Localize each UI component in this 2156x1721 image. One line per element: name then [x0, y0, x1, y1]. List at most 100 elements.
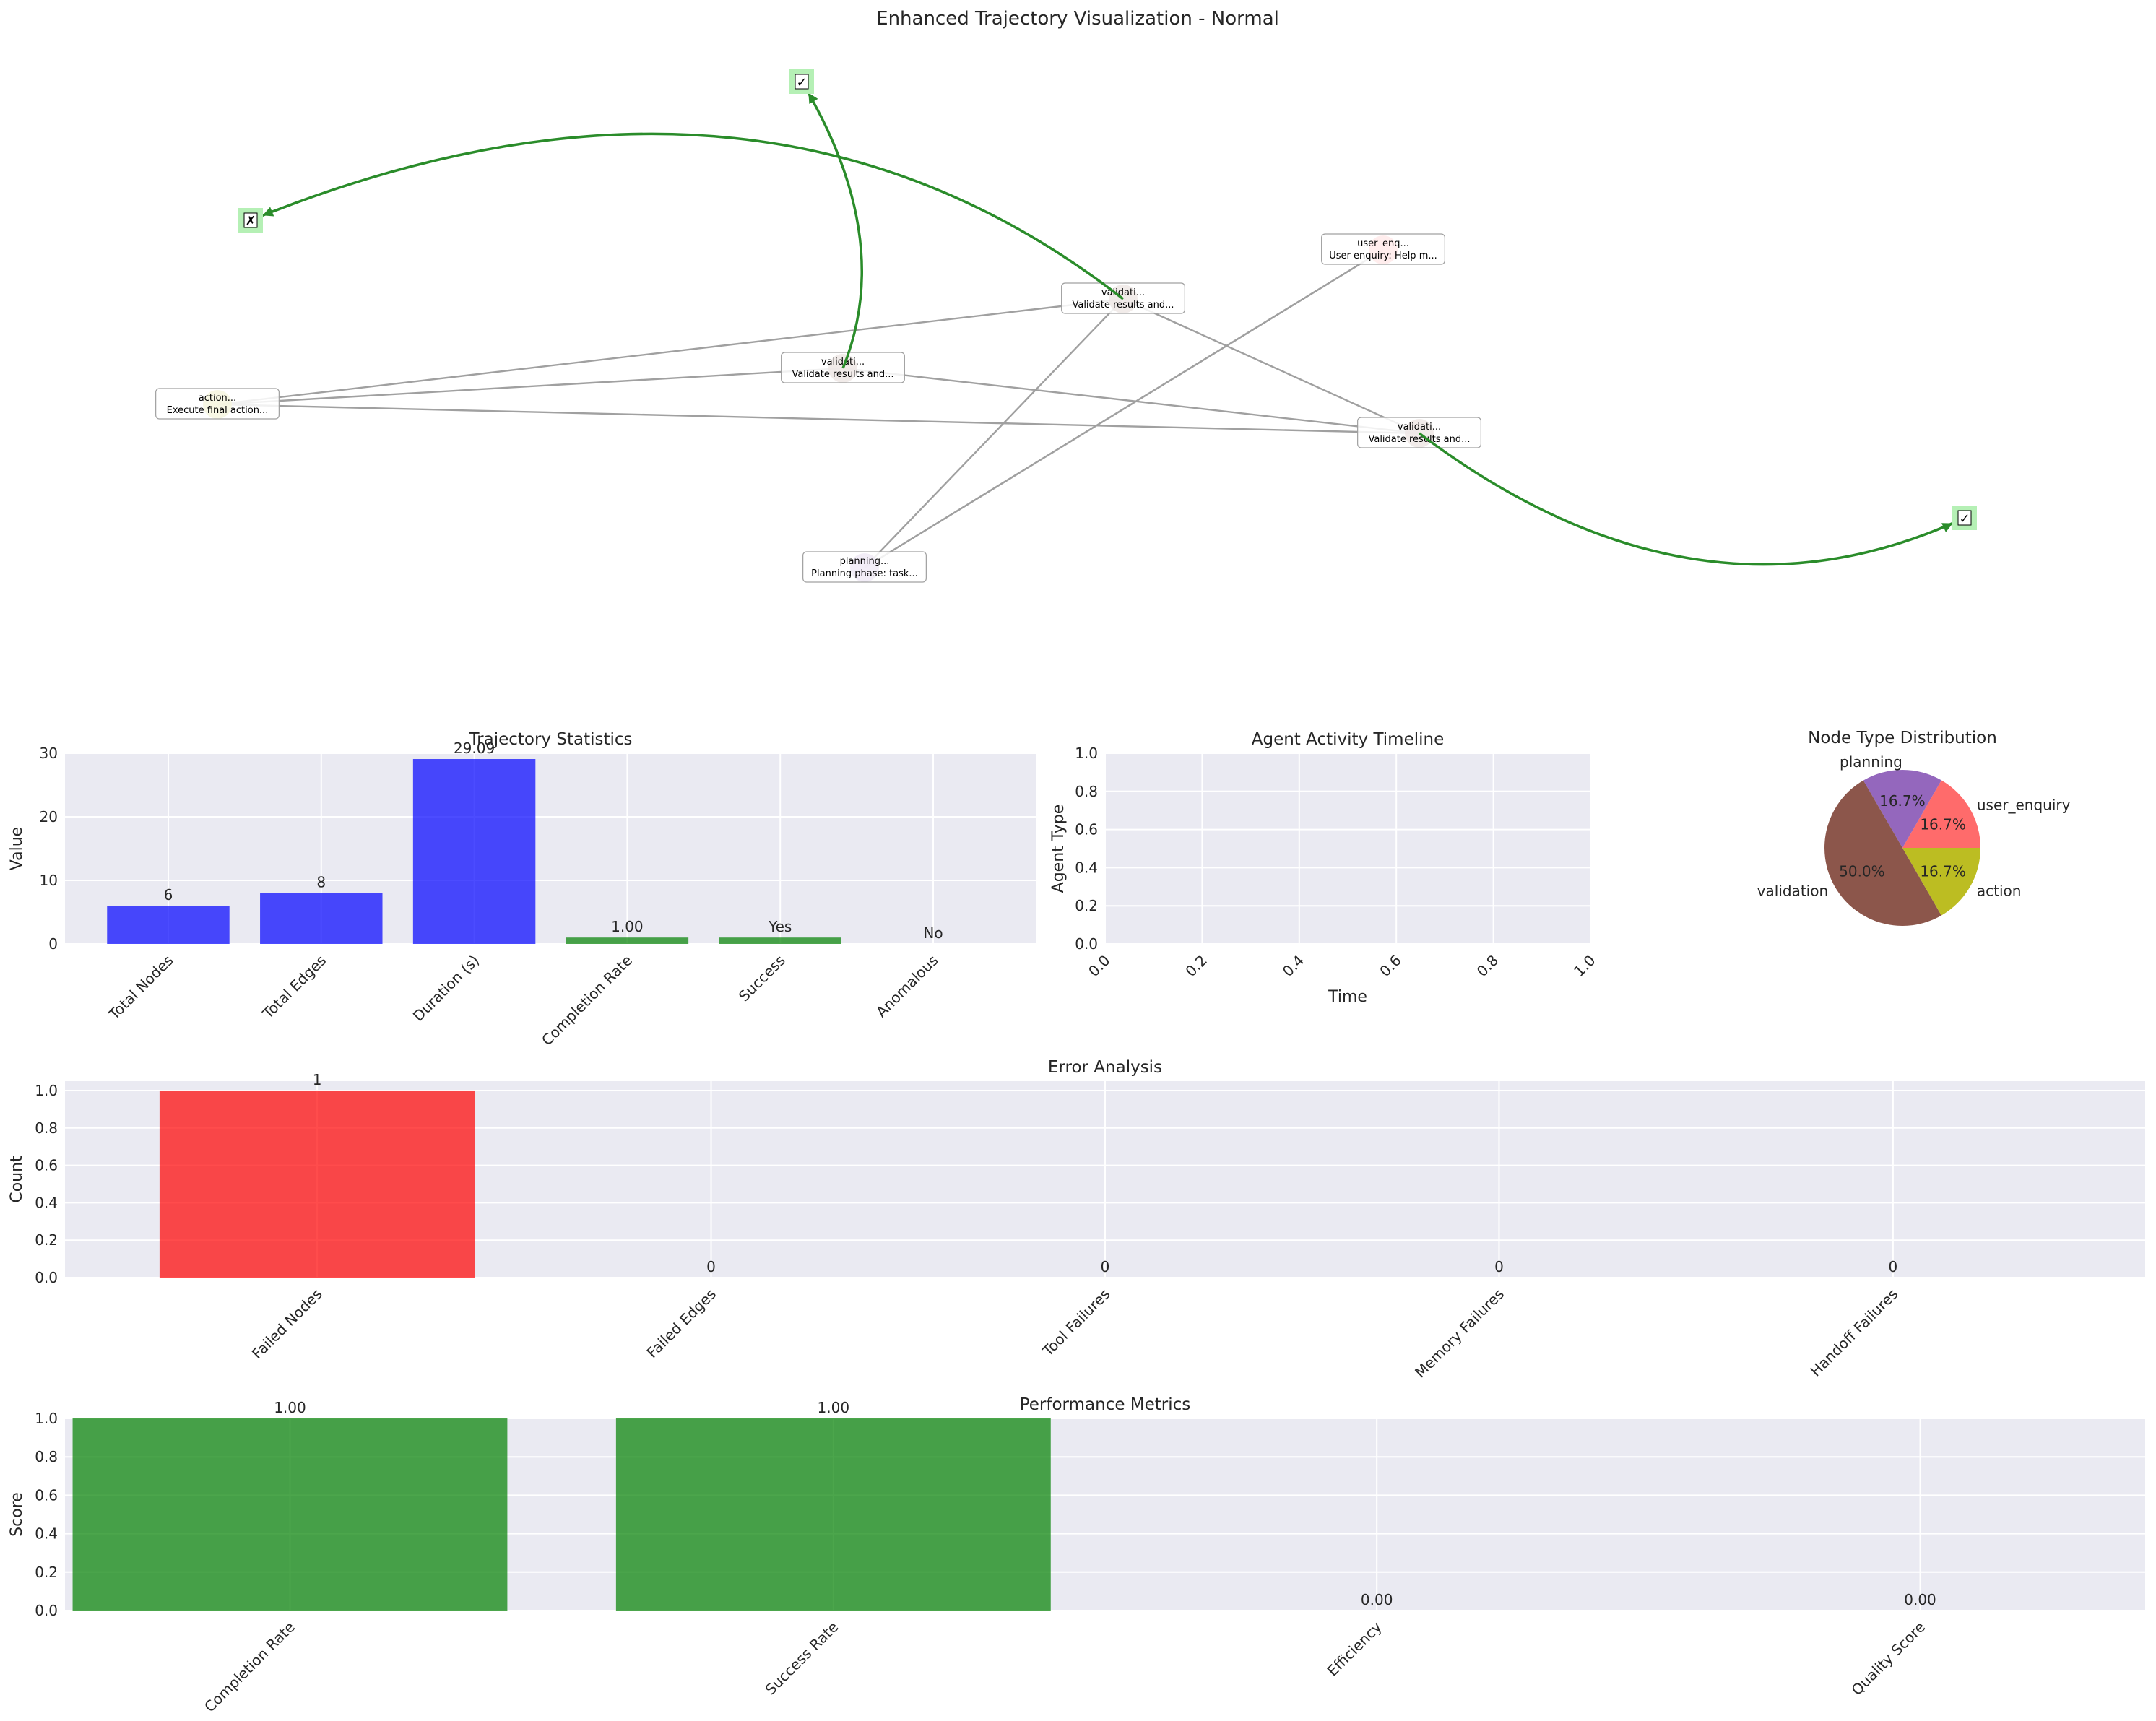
pie-slice-label: validation	[1757, 882, 1828, 899]
outcome-edges: ✓ ✗ ✓	[238, 69, 1977, 566]
pie-slice-label: action	[1977, 882, 2022, 899]
bar-value-label: 1.00	[611, 918, 644, 935]
node-label-box	[155, 388, 280, 420]
outcome-arrowhead	[262, 207, 274, 217]
y-tick-label: 0.0	[35, 1602, 58, 1619]
x-tick-label: Total Nodes	[105, 952, 176, 1023]
pie-slice-label: user_enquiry	[1977, 797, 2071, 814]
y-tick-label: 1.0	[35, 1082, 58, 1099]
x-tick-label: 0.6	[1376, 952, 1404, 980]
outcome-marker-inner	[243, 212, 258, 228]
chart-title: Node Type Distribution	[1808, 729, 1997, 747]
y-axis-label: Score	[8, 1492, 26, 1537]
graph-edge	[217, 403, 1420, 435]
pie-slice-planning	[1863, 770, 1941, 848]
plot-area	[1105, 753, 1590, 944]
y-tick-label: 0.8	[1075, 783, 1098, 800]
y-tick-label: 0.6	[1075, 821, 1098, 838]
pie-slice-validation	[1824, 780, 1941, 926]
pie-pct-label: 16.7%	[1920, 816, 1966, 833]
y-tick-label: 20	[40, 808, 58, 825]
outcome-edge	[1418, 432, 1965, 566]
bar-value-label: 29.09	[454, 740, 495, 757]
chart-error-analysis: 0.0 0.2 0.4 0.6 0.8 1.0 1 Failed Nodes 0 Failed E…	[8, 1058, 2145, 1381]
chart-trajectory-statistics: 0 10 20 30 6 Total Nodes 8 Total Edges 29.09 Dura…	[8, 730, 1036, 1049]
pie-pct-label: 16.7%	[1879, 792, 1926, 810]
x-tick-label: 0.0	[1085, 952, 1113, 980]
pie-slice-action	[1902, 848, 1980, 916]
pie-slice-user-enquiry	[1902, 780, 1980, 848]
bar-duration-s-	[412, 759, 536, 944]
node-label-title: validati...	[821, 357, 865, 368]
bar-value-label: 0	[1101, 1258, 1110, 1275]
bar-value-label: No	[923, 924, 943, 942]
y-tick-label: 0.2	[35, 1231, 58, 1249]
pie-pct-label: 50.0%	[1839, 862, 1885, 880]
node-label-title: user_enq...	[1357, 238, 1409, 249]
x-tick-label: 0.2	[1182, 952, 1210, 980]
y-tick-label: 0.6	[35, 1157, 58, 1174]
chart-title: Error Analysis	[1048, 1058, 1162, 1077]
chart-node-type-distribution: Node Type Distribution 16.7% user_enquiry 1…	[1757, 729, 2071, 926]
node-label-box	[802, 551, 927, 583]
node-label-title: validati...	[1398, 422, 1441, 433]
y-tick-label: 0.2	[1075, 897, 1098, 914]
x-tick-label: Success Rate	[762, 1618, 842, 1699]
node-label-desc: Planning phase: task...	[811, 568, 918, 579]
y-tick-label: 1.0	[35, 1410, 58, 1427]
graph-edge	[217, 298, 1124, 406]
bar-failed-nodes	[159, 1090, 475, 1278]
y-axis-label: Agent Type	[1049, 805, 1068, 893]
x-tick-label: Completion Rate	[201, 1618, 298, 1716]
y-tick-label: 0.8	[35, 1119, 58, 1137]
graph-edge	[217, 367, 844, 406]
outcome-marker-inner	[1957, 510, 1972, 526]
chart-title: Performance Metrics	[1020, 1395, 1191, 1414]
node-label-desc: Validate results and...	[1368, 434, 1470, 445]
outcome-arrowhead	[1941, 523, 1953, 532]
x-tick-label: Failed Edges	[644, 1286, 719, 1361]
trajectory-graph: user_enq... User enquiry: Help m... planni…	[155, 69, 1977, 583]
x-tick-label: Memory Failures	[1411, 1286, 1507, 1382]
pie-pct-label: 16.7%	[1920, 862, 1966, 880]
x-tick-label: Success	[735, 952, 789, 1005]
x-tick-label: Total Edges	[259, 952, 329, 1023]
bar-value-label: 1.00	[818, 1399, 850, 1416]
bar-completion-rate	[72, 1418, 508, 1611]
node-label-desc: User enquiry: Help m...	[1329, 251, 1437, 261]
x-tick-label: Quality Score	[1848, 1618, 1928, 1699]
node-label-title: validati...	[1101, 287, 1145, 298]
bar-value-label: Yes	[768, 918, 792, 935]
bar-value-label: 1.00	[274, 1399, 306, 1416]
bar-value-label: 0	[1494, 1258, 1504, 1275]
node-label-desc: Validate results and...	[1072, 300, 1174, 311]
graph-edge	[1122, 298, 1420, 435]
node-label-box	[1357, 417, 1481, 448]
cross-icon: ✗	[245, 214, 256, 229]
outcome-edge	[800, 81, 863, 369]
pie-slice-label: planning	[1840, 753, 1902, 771]
bar-success	[719, 937, 841, 944]
graph-edge	[842, 367, 1420, 435]
outcome-marker-inner	[795, 74, 809, 90]
y-tick-label: 30	[40, 745, 58, 762]
bar-value-label: 0.00	[1361, 1591, 1393, 1608]
x-tick-label: 1.0	[1570, 952, 1598, 980]
chart-title: Trajectory Statistics	[468, 730, 632, 749]
chart-agent-activity-timeline: 0.0 0.2 0.4 0.6 0.8 1.0 0.0 0.2 0.4 0.6 0.8 1.0 Agen…	[1049, 730, 1599, 1006]
outcome-edge	[250, 132, 1125, 300]
check-icon: ✓	[796, 75, 807, 90]
node-label-desc: Execute final action...	[167, 405, 269, 416]
x-tick-label: Tool Failures	[1039, 1286, 1114, 1361]
chart-title: Agent Activity Timeline	[1252, 730, 1445, 749]
y-tick-label: 1.0	[1075, 745, 1098, 762]
bar-completion-rate	[566, 937, 689, 944]
x-axis-label: Time	[1328, 988, 1367, 1006]
bar-value-label: 1	[313, 1071, 322, 1088]
bar-value-label: 0	[706, 1258, 716, 1275]
y-tick-label: 0.4	[35, 1525, 58, 1543]
y-tick-label: 0	[48, 935, 58, 953]
node-label-title: action...	[199, 393, 236, 404]
